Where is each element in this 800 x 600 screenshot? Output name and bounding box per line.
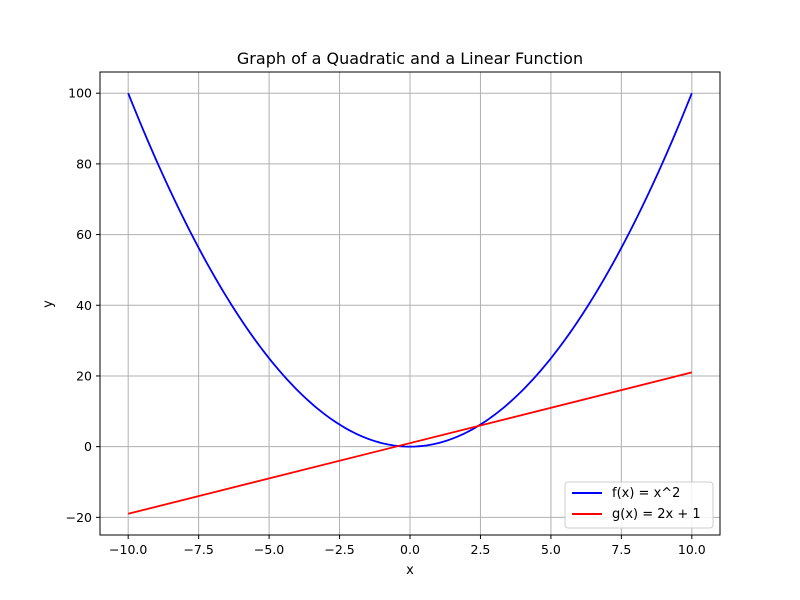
y-tick-label: 20	[76, 368, 92, 383]
legend-label-g: g(x) = 2x + 1	[612, 507, 701, 522]
y-tick-label: 100	[68, 86, 92, 101]
x-axis-label: x	[406, 563, 414, 578]
y-tick-label: −20	[66, 510, 92, 525]
chart-title: Graph of a Quadratic and a Linear Functi…	[237, 49, 583, 68]
y-tick-label: 40	[76, 298, 92, 313]
y-tick-label: 0	[84, 439, 92, 454]
legend-label-f: f(x) = x^2	[612, 486, 680, 501]
x-tick-label: −10.0	[109, 542, 147, 557]
x-tick-label: −7.5	[183, 542, 213, 557]
series-line-f	[127, 92, 693, 448]
grid	[100, 72, 720, 535]
legend: f(x) = x^2 g(x) = 2x + 1	[564, 481, 714, 529]
x-tick-label: 5.0	[541, 542, 561, 557]
y-tick-label: 80	[76, 156, 92, 171]
series-line-g	[127, 371, 693, 515]
x-tick-label: 2.5	[471, 542, 491, 557]
y-axis: −20 0 20 40 60 80 100	[66, 86, 100, 525]
x-tick-label: 7.5	[611, 542, 631, 557]
x-tick-label: 10.0	[678, 542, 706, 557]
x-axis: −10.0 −7.5 −5.0 −2.5 0.0 2.5 5.0 7.5 10.0	[109, 535, 706, 557]
x-tick-label: −2.5	[324, 542, 354, 557]
x-tick-label: −5.0	[254, 542, 284, 557]
y-axis-label: y	[41, 300, 56, 308]
y-tick-label: 60	[76, 227, 92, 242]
series-group	[127, 92, 693, 515]
x-tick-label: 0.0	[400, 542, 420, 557]
